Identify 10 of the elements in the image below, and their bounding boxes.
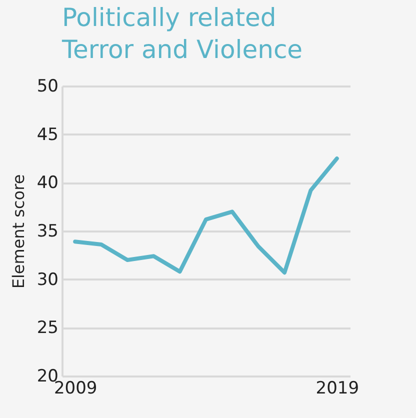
y-tick-label: 35 — [36, 222, 58, 242]
x-tick-label: 2019 — [316, 378, 360, 398]
y-tick-label: 45 — [36, 124, 58, 145]
chart-title: Politically related Terror and Violence — [61, 3, 303, 64]
y-tick-label: 25 — [36, 318, 58, 338]
line-series — [73, 156, 339, 275]
y-tick-label: 30 — [36, 270, 58, 290]
y-tick-label: 50 — [36, 76, 58, 96]
y-axis-title: Element score — [8, 174, 28, 289]
y-tick-label: 40 — [36, 173, 58, 194]
